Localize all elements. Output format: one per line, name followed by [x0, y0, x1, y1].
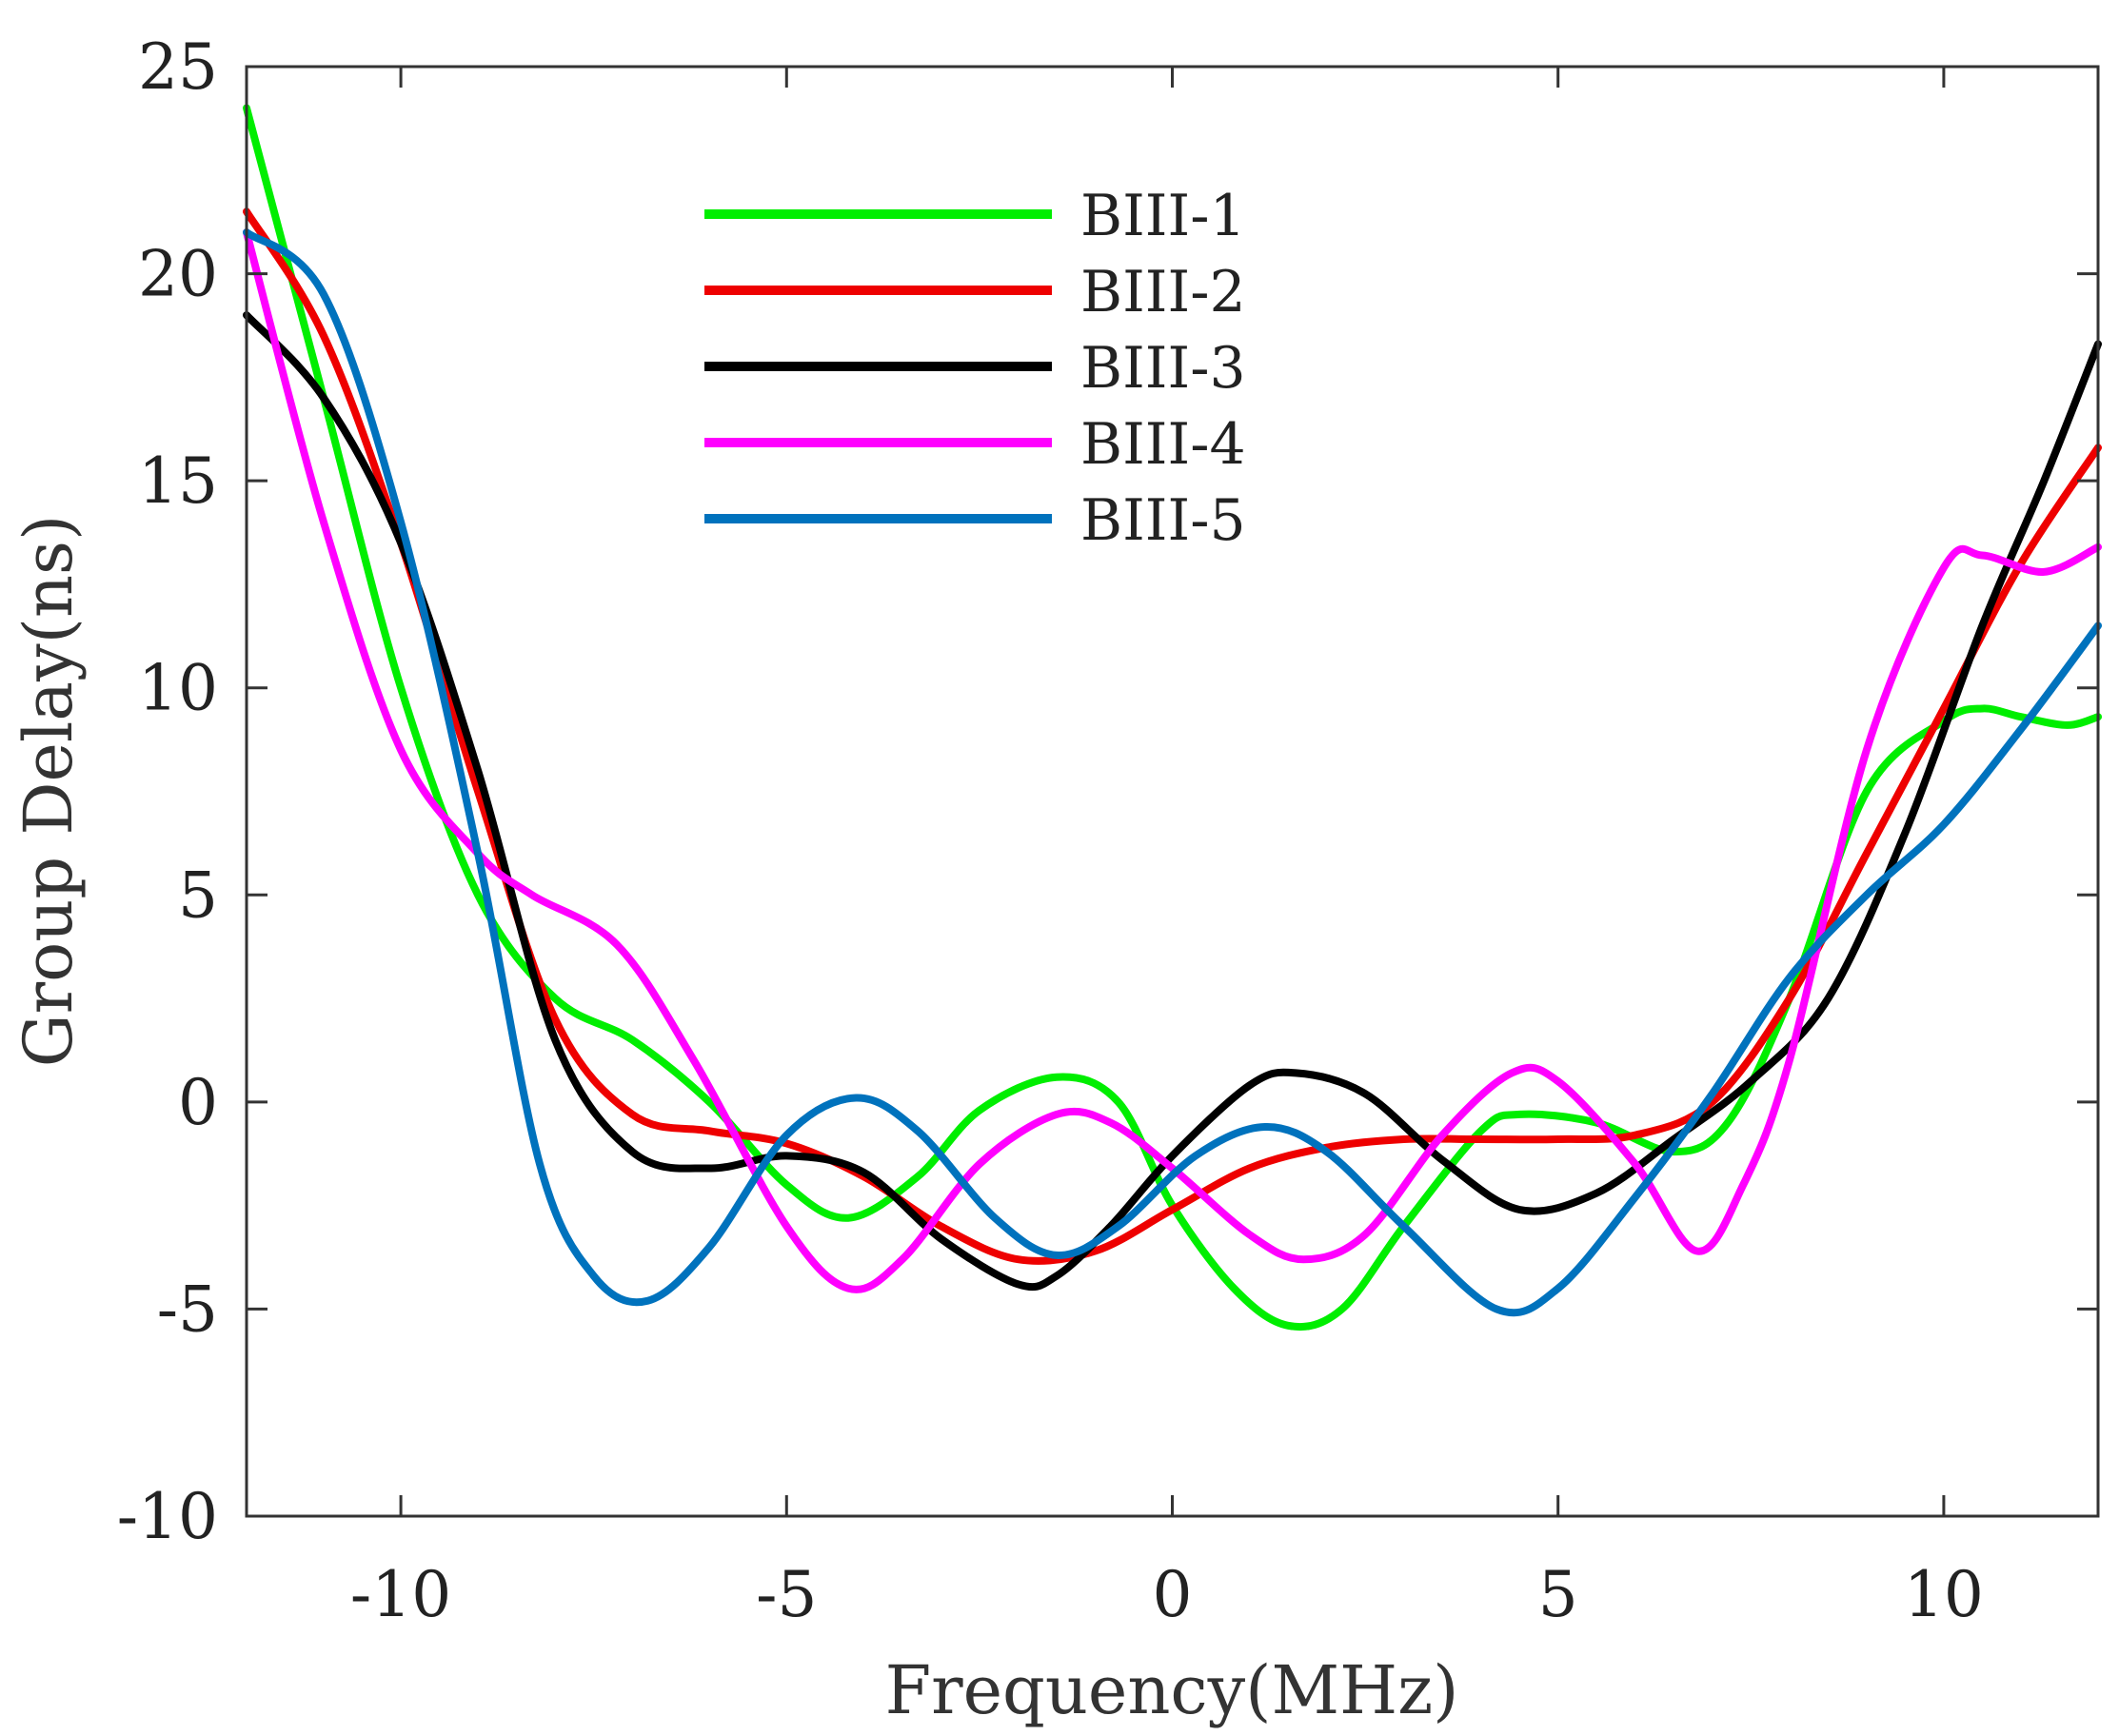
- y-tick-label: 15: [138, 444, 218, 518]
- x-axis-title: Frequency(MHz): [885, 1651, 1459, 1729]
- series-line-3: [243, 311, 2102, 1292]
- x-tick-label: 5: [1538, 1558, 1578, 1631]
- series-lines: [243, 104, 2102, 1332]
- x-tick-label: 10: [1904, 1558, 1984, 1631]
- x-tick-label: 0: [1153, 1558, 1193, 1631]
- legend-label-5: BIII-5: [1080, 487, 1246, 554]
- legend-label-4: BIII-4: [1080, 411, 1246, 478]
- y-tick-label: 0: [178, 1066, 218, 1139]
- series-line-2: [243, 207, 2102, 1265]
- y-axis-title: Group Delay(ns): [10, 515, 88, 1068]
- x-tick-label: -5: [756, 1558, 817, 1631]
- y-tick-label: 10: [138, 652, 218, 725]
- legend-label-1: BIII-1: [1080, 183, 1246, 249]
- legend-label-2: BIII-2: [1080, 259, 1246, 326]
- x-tick-label: -10: [350, 1558, 451, 1631]
- y-tick-label: 25: [138, 30, 218, 104]
- legend: BIII-1 BIII-2 BIII-3 BIII-4 BIII-5: [704, 183, 1246, 554]
- y-tick-label: -5: [157, 1272, 218, 1346]
- y-tick-label: 5: [178, 858, 218, 932]
- axis-ticks: -10 -5 0 5 10 -10 -5 0 5 10 15 20 25: [117, 30, 2098, 1631]
- legend-label-3: BIII-3: [1080, 335, 1246, 402]
- y-tick-label: -10: [117, 1480, 218, 1553]
- y-tick-label: 20: [138, 238, 218, 311]
- series-line-5: [243, 228, 2102, 1317]
